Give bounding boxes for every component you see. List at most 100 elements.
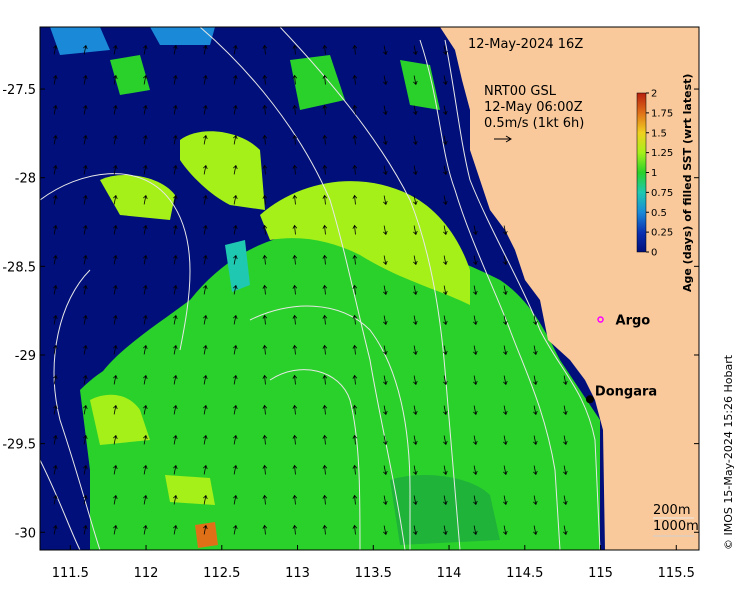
current-source-label: NRT00 GSL [484, 84, 557, 99]
current-arrow [53, 494, 58, 505]
current-arrow [292, 194, 298, 205]
current-arrow [113, 44, 118, 55]
current-arrow [322, 164, 328, 175]
current-arrow [413, 285, 418, 296]
current-arrow [173, 134, 178, 145]
isobath-legend-200m: 200m [653, 503, 690, 518]
current-arrow [352, 284, 358, 295]
current-arrow [53, 374, 58, 385]
current-arrow [143, 284, 148, 295]
isobath-200m [444, 39, 601, 550]
current-arrow [83, 44, 88, 55]
current-arrow [173, 404, 178, 415]
current-arrow [173, 194, 178, 205]
current-arrow [143, 164, 148, 175]
current-arrow [203, 464, 208, 475]
current-arrow [443, 225, 448, 236]
current-arrow [173, 254, 178, 265]
current-arrow [322, 494, 328, 505]
current-arrow [443, 375, 448, 386]
x-axis: 111.5 112 112.5 113 113.5 114 114.5 115 115.5 [52, 545, 695, 581]
current-arrow [292, 134, 298, 145]
current-arrow [262, 344, 268, 355]
current-arrow [443, 75, 448, 86]
y-tick-label: -27.5 [2, 83, 36, 98]
current-arrow [113, 194, 118, 205]
current-arrow [113, 404, 118, 415]
current-arrow [233, 224, 238, 235]
y-tick-label: -29 [15, 349, 36, 364]
current-arrow [443, 435, 448, 446]
colorbar-ticks: 0 0.25 0.5 0.75 1 1.25 1.5 1.75 2 [646, 89, 673, 259]
current-arrow [83, 104, 88, 115]
current-arrow [203, 164, 208, 175]
current-arrow [143, 494, 148, 505]
current-arrow [443, 315, 448, 326]
current-arrow [443, 525, 448, 536]
current-arrow [383, 255, 388, 266]
map-plot-area [40, 27, 699, 550]
current-arrow [413, 195, 418, 206]
current-arrow [173, 524, 178, 535]
current-arrow [473, 405, 478, 416]
town-marker-icon [585, 395, 594, 404]
current-arrow [233, 344, 238, 355]
current-arrow [292, 374, 298, 385]
current-arrow [533, 495, 538, 506]
current-arrow [322, 524, 328, 535]
current-arrow [292, 224, 298, 235]
current-arrow [83, 404, 88, 415]
sst-age-region-1-25day-south [165, 475, 215, 505]
y-tick-label: -28 [15, 172, 36, 187]
sst-age-region-1-75day [195, 522, 218, 548]
current-arrow [383, 435, 388, 446]
current-arrow [53, 164, 58, 175]
current-arrow [262, 464, 268, 475]
current-arrow [113, 374, 118, 385]
sst-age-region-1day-west [80, 340, 210, 490]
current-arrow [113, 434, 118, 445]
current-arrow [53, 284, 58, 295]
current-arrow [503, 525, 508, 536]
isobath-4000m [199, 27, 406, 550]
current-arrow [413, 435, 418, 446]
current-arrow [233, 464, 238, 475]
current-arrow [383, 465, 388, 476]
sst-age-region-0-9day [390, 475, 500, 545]
current-arrow [143, 524, 148, 535]
current-arrow [83, 464, 88, 475]
current-arrow [113, 284, 118, 295]
current-arrow [503, 465, 508, 476]
current-arrow [413, 105, 418, 116]
current-arrow [413, 345, 418, 356]
current-arrow [262, 164, 268, 175]
current-arrow [262, 434, 268, 445]
current-arrow [203, 44, 208, 55]
current-arrow [352, 44, 358, 55]
current-arrow [352, 314, 358, 325]
current-arrow [473, 525, 478, 536]
current-arrow [53, 224, 58, 235]
current-arrow [83, 524, 88, 535]
arrow-scale-icon [494, 135, 512, 143]
current-arrow [203, 254, 208, 265]
current-arrow [533, 525, 538, 536]
current-arrow [292, 104, 298, 115]
current-arrow [473, 435, 478, 446]
current-arrow [143, 404, 148, 415]
x-tick-label: 113 [285, 566, 310, 581]
current-arrow [262, 194, 268, 205]
place-label-dongara: Dongara [595, 384, 657, 399]
current-arrow [443, 345, 448, 356]
colorbar-tick-label: 0 [651, 248, 657, 259]
current-arrow [143, 374, 148, 385]
current-arrow [203, 344, 208, 355]
argo-float-icon [597, 316, 604, 323]
x-tick-label: 114.5 [506, 566, 543, 581]
current-arrow [203, 224, 208, 235]
current-arrow [322, 134, 328, 145]
current-arrow [203, 74, 208, 85]
x-tick-label: 115 [588, 566, 613, 581]
current-arrow [322, 44, 328, 55]
current-arrow [113, 464, 118, 475]
